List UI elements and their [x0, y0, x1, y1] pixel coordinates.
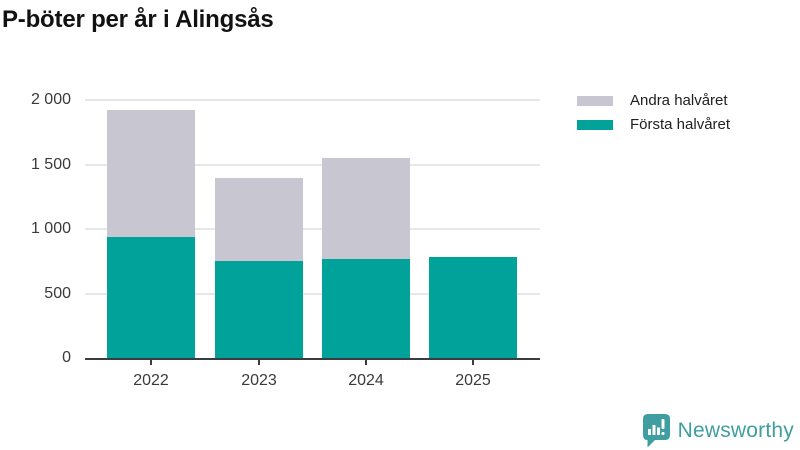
bar-segment-2022 [107, 237, 195, 358]
newsworthy-wordmark: Newsworthy [677, 418, 794, 442]
bar-segment-2022 [107, 110, 195, 238]
legend-label: Första halvåret [630, 116, 731, 133]
y-axis-tick-label: 0 [62, 349, 71, 366]
y-axis-tick-label: 1 500 [30, 155, 71, 173]
x-axis-tick [150, 360, 152, 365]
legend: Andra halvåret Första halvåret [577, 93, 730, 141]
x-axis-tick [258, 360, 260, 365]
bar-segment-2024 [322, 158, 410, 260]
legend-item: Första halvåret [577, 117, 730, 133]
x-axis-tick [472, 360, 474, 365]
x-axis-label-2025: 2025 [455, 372, 491, 389]
bar-segment-2025 [429, 257, 517, 358]
bar-segment-2023 [215, 261, 303, 358]
gridline-500 [85, 292, 540, 295]
x-axis-label-2022: 2022 [133, 372, 169, 389]
x-axis-label-2023: 2023 [241, 372, 277, 389]
x-axis-tick [365, 360, 367, 365]
x-axis-label-2024: 2024 [348, 372, 384, 389]
newsworthy-logo[interactable]: Newsworthy [642, 414, 794, 447]
bar-chart-speech-bubble-icon [642, 414, 670, 447]
chart-title: P-böter per år i Alingsås [2, 6, 274, 33]
legend-swatch [577, 96, 613, 106]
y-axis-tick-label: 500 [44, 284, 71, 302]
bar-segment-2024 [322, 259, 410, 358]
gridline-1000 [85, 228, 540, 230]
gridline-1500 [85, 163, 540, 166]
y-axis-tick-label: 2 000 [30, 91, 71, 108]
gridline-2000 [85, 99, 540, 101]
legend-swatch [577, 120, 613, 130]
legend-label: Andra halvåret [630, 92, 728, 109]
bar-segment-2023 [215, 178, 303, 262]
legend-item: Andra halvåret [577, 93, 730, 109]
x-axis-line [85, 358, 540, 360]
y-axis-tick-label: 1 000 [30, 220, 71, 237]
